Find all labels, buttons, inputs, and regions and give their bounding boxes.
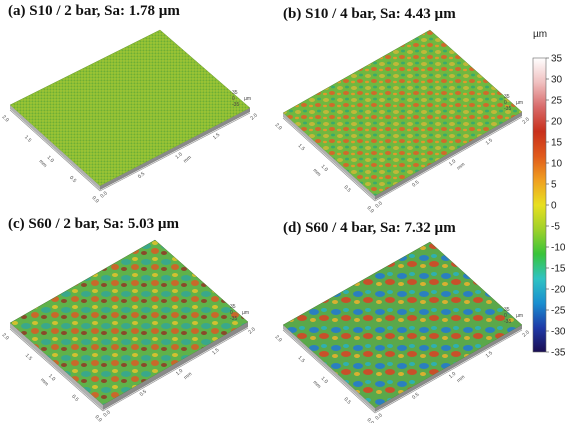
z-tick-label: 35 [504, 307, 510, 313]
y-tick-label: 0.5 [343, 396, 352, 405]
z-axis-unit: µm [244, 96, 251, 102]
z-axis-unit: µm [516, 100, 523, 106]
z-tick-label: 0 [504, 313, 507, 319]
x-tick-label: 1.0 [175, 368, 184, 377]
x-tick-label: 0.0 [99, 190, 108, 199]
y-axis-unit: mm [312, 168, 322, 178]
x-tick-label: 0.5 [139, 389, 148, 398]
y-tick-label: 1.0 [47, 373, 56, 382]
x-axis-unit: mm [456, 162, 466, 172]
y-axis-unit: mm [39, 377, 49, 387]
x-tick-label: 1.0 [448, 158, 457, 167]
panel-b-title: (b) S10 / 4 bar, Sa: 4.43 µm [283, 6, 456, 22]
x-axis-unit: mm [456, 374, 466, 384]
y-tick-label: 0.5 [343, 184, 352, 193]
z-axis-unit: µm [516, 313, 523, 319]
panel-a-title: (a) S10 / 2 bar, Sa: 1.78 µm [8, 3, 180, 19]
panel-c-title: (c) S60 / 2 bar, Sa: 5.03 µm [8, 216, 180, 232]
x-tick-label: 2.0 [247, 326, 256, 335]
colorbar-gradient [532, 57, 547, 353]
z-tick-label: -35 [232, 102, 239, 108]
colorbar-tick-label: -35 [551, 348, 566, 359]
z-axis-unit: µm [242, 310, 249, 316]
y-tick-label: 0.0 [366, 205, 375, 214]
y-axis-unit: mm [38, 159, 48, 169]
y-tick-label: 1.5 [297, 143, 306, 152]
y-tick-label: 0.5 [70, 394, 79, 403]
colorbar-tick-label: 25 [551, 96, 563, 107]
x-tick-label: 0.0 [374, 200, 383, 209]
colorbar-tick-label: -5 [551, 222, 560, 233]
colorbar-tick-label: -20 [551, 285, 566, 296]
x-tick-label: 1.5 [485, 350, 494, 359]
colorbar-tick-label: 15 [551, 138, 563, 149]
colorbar-tick-label: -10 [551, 243, 566, 254]
z-tick-label: -35 [230, 316, 237, 322]
y-tick-label: 2.0 [1, 332, 10, 341]
y-tick-label: 0.0 [366, 417, 375, 423]
colorbar-tick-label: -25 [551, 306, 566, 317]
z-tick-label: 35 [504, 94, 510, 100]
colorbar-tick-label: 35 [551, 54, 563, 65]
y-tick-label: 1.0 [46, 155, 55, 164]
y-tick-label: 1.0 [320, 164, 329, 173]
x-tick-label: 1.0 [448, 371, 457, 380]
y-tick-label: 0.0 [91, 195, 100, 204]
x-tick-label: 0.5 [411, 179, 420, 188]
surface-plot-c [9, 239, 249, 412]
colorbar-tick-label: 30 [551, 75, 563, 86]
y-tick-label: 2.0 [274, 334, 283, 343]
surface-plot-d [282, 241, 523, 414]
z-tick-label: 0 [230, 310, 233, 316]
colorbar-tick-label: 20 [551, 117, 563, 128]
x-tick-label: 0.0 [374, 412, 383, 421]
colorbar-tick-label: 0 [551, 201, 557, 212]
x-tick-label: 2.0 [249, 112, 258, 121]
x-axis-unit: mm [183, 371, 193, 381]
colorbar-unit: µm [533, 29, 547, 40]
y-tick-label: 2.0 [274, 122, 283, 131]
y-tick-label: 1.5 [23, 134, 32, 143]
y-axis-unit: mm [312, 380, 322, 390]
y-tick-label: 2.0 [1, 114, 10, 123]
colorbar-tick-label: -30 [551, 327, 566, 338]
z-tick-label: -35 [504, 319, 511, 325]
y-tick-label: 1.0 [320, 376, 329, 385]
x-axis-unit: mm [182, 155, 192, 165]
x-tick-label: 1.5 [211, 347, 220, 356]
z-tick-label: -35 [504, 106, 511, 112]
x-tick-label: 0.0 [102, 409, 111, 418]
x-tick-label: 0.5 [411, 392, 420, 401]
surface-plot-a [9, 29, 251, 192]
y-tick-label: 1.5 [24, 353, 33, 362]
x-tick-label: 2.0 [521, 116, 530, 125]
panel-d-title: (d) S60 / 4 bar, Sa: 7.32 µm [283, 220, 456, 236]
z-tick-label: 35 [232, 90, 238, 96]
colorbar-tick-label: 5 [551, 180, 557, 191]
y-tick-label: 0.0 [94, 414, 103, 423]
y-tick-label: 1.5 [297, 355, 306, 364]
z-tick-label: 0 [232, 96, 235, 102]
z-tick-label: 35 [230, 304, 236, 310]
x-tick-label: 1.5 [485, 137, 494, 146]
x-tick-label: 2.0 [521, 329, 530, 338]
y-tick-label: 0.5 [68, 175, 77, 184]
x-tick-label: 1.5 [212, 132, 221, 141]
z-tick-label: 0 [504, 100, 507, 106]
surface-plot-b [282, 29, 523, 202]
x-tick-label: 0.5 [137, 171, 146, 180]
x-tick-label: 1.0 [174, 151, 183, 160]
colorbar-tick-label: 10 [551, 159, 563, 170]
colorbar-tick-label: -15 [551, 264, 566, 275]
